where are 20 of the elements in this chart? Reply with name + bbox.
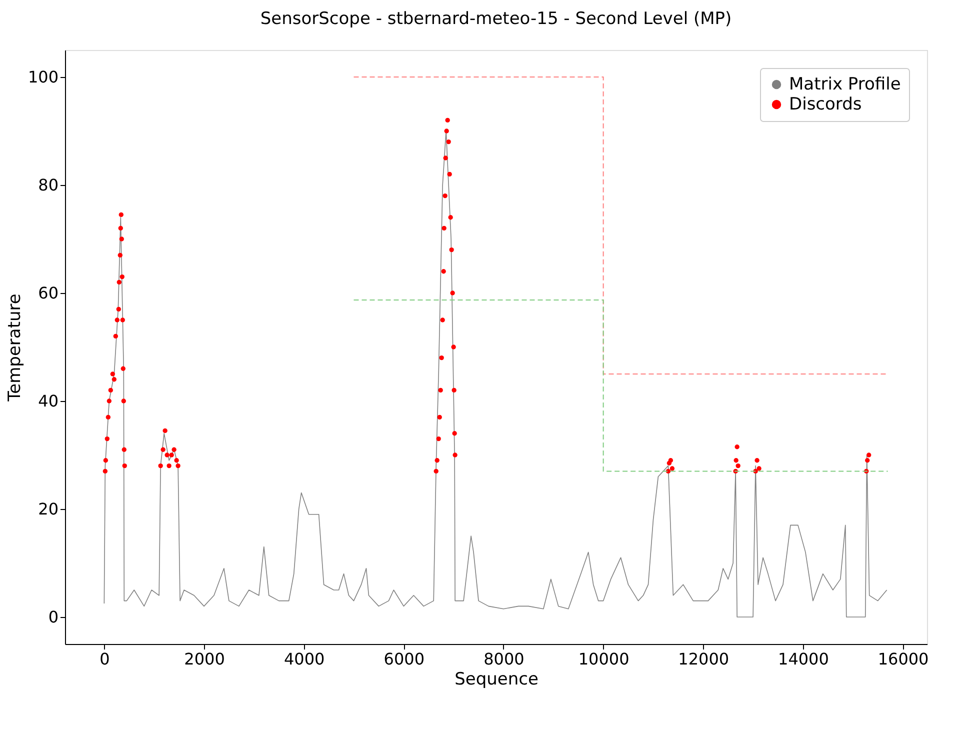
x-tick-label: 10000 <box>578 650 630 668</box>
x-tick-label: 14000 <box>778 650 829 668</box>
y-tick-label: 0 <box>48 608 58 626</box>
x-tick-label: 2000 <box>184 650 225 668</box>
legend-label: Matrix Profile <box>789 74 901 94</box>
x-tick-label: 12000 <box>678 650 730 668</box>
y-tick-label: 40 <box>38 392 58 410</box>
y-tick-label: 100 <box>28 68 58 86</box>
y-tick-label: 80 <box>38 176 58 194</box>
x-tick-label: 16000 <box>878 650 929 668</box>
legend-label: Discords <box>789 94 862 114</box>
x-tick-label: 4000 <box>284 650 325 668</box>
x-axis-title: Sequence <box>454 670 538 690</box>
chart-title: SensorScope - stbernard-meteo-15 - Second Level (MP) <box>260 9 732 29</box>
y-tick-label: 20 <box>38 500 58 518</box>
x-tick-label: 8000 <box>484 650 524 668</box>
y-axis-title: Temperature <box>4 294 25 402</box>
x-tick-label: 0 <box>100 650 110 668</box>
y-tick-label: 60 <box>38 284 58 302</box>
x-tick-label: 6000 <box>384 650 425 668</box>
